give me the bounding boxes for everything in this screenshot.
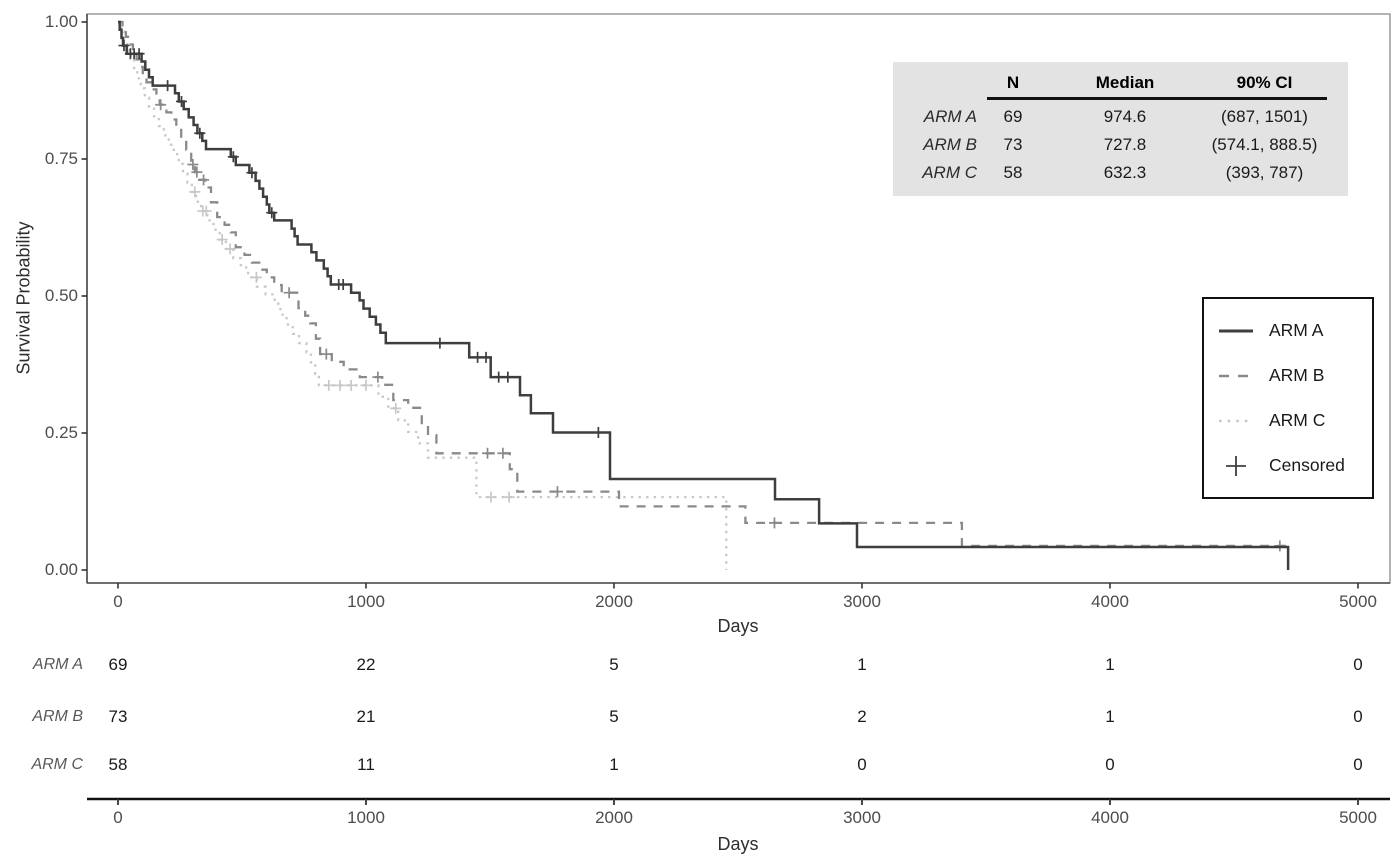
censor-mark-arm-a xyxy=(246,167,258,179)
summary-arm-b-label: ARM B xyxy=(923,135,977,154)
censor-mark-arm-b xyxy=(187,158,199,170)
legend: ARM A ARM B ARM C Censored xyxy=(1202,297,1374,499)
censor-mark-arm-c xyxy=(390,402,402,414)
censor-mark-arm-b xyxy=(768,517,780,529)
legend-sample-glyph xyxy=(1219,374,1253,377)
legend-sample-glyph xyxy=(1219,419,1253,422)
summary-header-row: N Median 90% CI xyxy=(893,70,1348,96)
censor-mark-arm-a xyxy=(493,371,505,383)
x-axis-title: Days xyxy=(717,616,759,636)
censor-mark-arm-a xyxy=(118,40,130,52)
censor-mark-arm-c xyxy=(485,491,497,503)
summary-row-arm-b: ARM B 73 727.8 (574.1, 888.5) xyxy=(893,132,1348,158)
legend-label-arm-c: ARM C xyxy=(1269,410,1326,430)
legend-sample-glyph xyxy=(1226,455,1246,476)
censor-mark-arm-c xyxy=(250,271,262,283)
censor-mark-arm-a xyxy=(592,426,604,438)
censor-mark-arm-b xyxy=(155,99,167,111)
censor-mark-arm-a xyxy=(337,278,349,290)
summary-arm-c-median: 632.3 xyxy=(1103,163,1147,182)
summary-header-underline xyxy=(987,97,1327,100)
legend-entry-arm-c: ARM C xyxy=(1204,398,1372,443)
summary-arm-c-label: ARM C xyxy=(922,163,977,182)
summary-arm-a-median: 974.6 xyxy=(1103,107,1147,126)
legend-line-dotted-icon xyxy=(1218,409,1254,433)
plus-glyph xyxy=(1226,455,1246,476)
censor-mark-arm-b xyxy=(497,447,509,459)
censor-mark-arm-a xyxy=(162,80,174,92)
censor-mark-arm-c xyxy=(334,379,346,391)
legend-entry-arm-b: ARM B xyxy=(1204,353,1372,398)
censor-mark-arm-a xyxy=(175,95,187,107)
censor-mark-arm-c xyxy=(345,379,357,391)
censor-mark-arm-b xyxy=(551,486,563,498)
censor-mark-arm-a xyxy=(227,151,239,163)
censor-mark-arm-b xyxy=(482,447,494,459)
censor-mark-arm-b xyxy=(283,287,295,299)
y-axis-title: Survival Probability xyxy=(13,221,34,375)
summary-header-ci: 90% CI xyxy=(1236,73,1293,92)
censor-mark-arm-c xyxy=(216,234,228,246)
legend-entry-arm-a: ARM A xyxy=(1204,308,1372,353)
risk-table-x-axis-title: Days xyxy=(717,834,759,854)
survival-curve-arm-b xyxy=(118,20,1289,548)
summary-row-arm-c: ARM C 58 632.3 (393, 787) xyxy=(893,160,1348,186)
censored-plus-icon xyxy=(1218,454,1254,478)
censor-mark-arm-a xyxy=(434,337,446,349)
censor-mark-arm-a xyxy=(266,207,278,219)
censor-mark-arm-c xyxy=(503,491,515,503)
summary-header-n: N xyxy=(1006,73,1020,92)
summary-arm-a-ci: (687, 1501) xyxy=(1221,107,1308,126)
censor-mark-arm-b xyxy=(198,174,210,186)
legend-entry-censored: Censored xyxy=(1204,443,1372,488)
legend-line-solid-icon xyxy=(1218,319,1254,343)
censor-mark-arm-a xyxy=(502,371,514,383)
summary-arm-a-n: 69 xyxy=(1003,107,1023,126)
legend-label-arm-b: ARM B xyxy=(1269,365,1325,385)
survival-curve-arm-c xyxy=(118,20,728,570)
censor-mark-arm-a xyxy=(194,127,206,139)
legend-line-dashed-icon xyxy=(1218,364,1254,388)
censor-mark-arm-b xyxy=(191,166,203,178)
summary-arm-b-median: 727.8 xyxy=(1103,135,1147,154)
censor-mark-arm-c xyxy=(200,205,212,217)
censor-mark-arm-b xyxy=(320,348,332,360)
summary-row-arm-a: ARM A 69 974.6 (687, 1501) xyxy=(893,104,1348,130)
summary-arm-c-ci: (393, 787) xyxy=(1225,163,1304,182)
summary-stats-table: N Median 90% CI ARM A 69 974.6 (687, 150… xyxy=(893,62,1348,196)
censor-mark-arm-c xyxy=(323,379,335,391)
summary-arm-c-n: 58 xyxy=(1003,163,1023,182)
censor-mark-arm-b xyxy=(372,371,384,383)
summary-arm-b-n: 73 xyxy=(1003,135,1023,154)
censor-mark-arm-c xyxy=(189,186,201,198)
legend-sample-glyph xyxy=(1219,329,1253,332)
summary-arm-a-label: ARM A xyxy=(923,107,977,126)
censor-mark-arm-a xyxy=(480,351,492,363)
summary-header-median: Median xyxy=(1095,73,1155,92)
legend-label-censored: Censored xyxy=(1269,455,1345,475)
summary-arm-b-ci: (574.1, 888.5) xyxy=(1211,135,1318,154)
censor-mark-arm-c xyxy=(224,243,236,255)
censor-mark-arm-a xyxy=(133,48,145,60)
legend-label-arm-a: ARM A xyxy=(1269,320,1324,340)
censor-mark-arm-c xyxy=(360,379,372,391)
